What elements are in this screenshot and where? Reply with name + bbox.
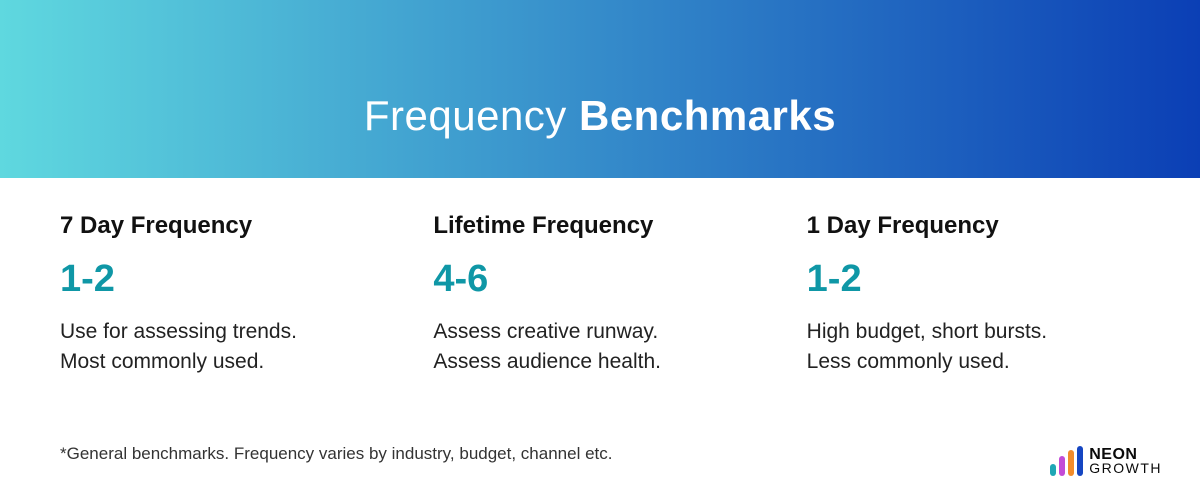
column-value: 1-2 bbox=[807, 258, 1140, 301]
column-value: 1-2 bbox=[60, 258, 393, 301]
column-description: Use for assessing trends.Most commonly u… bbox=[60, 317, 393, 378]
column-desc-line: High budget, short bursts. bbox=[807, 317, 1140, 347]
column-desc-line: Less commonly used. bbox=[807, 347, 1140, 377]
column-description: Assess creative runway.Assess audience h… bbox=[433, 317, 766, 378]
column-title: Lifetime Frequency bbox=[433, 212, 766, 240]
title-bold: Benchmarks bbox=[579, 92, 836, 139]
logo-bar bbox=[1068, 450, 1074, 476]
logo-text: NEON GROWTH bbox=[1089, 447, 1162, 475]
benchmark-column: 7 Day Frequency 1-2 Use for assessing tren… bbox=[60, 212, 393, 378]
benchmark-columns: 7 Day Frequency 1-2 Use for assessing tren… bbox=[0, 178, 1200, 378]
benchmark-column: 1 Day Frequency 1-2 High budget, short bur… bbox=[807, 212, 1140, 378]
column-value: 4-6 bbox=[433, 258, 766, 301]
column-desc-line: Use for assessing trends. bbox=[60, 317, 393, 347]
column-title: 1 Day Frequency bbox=[807, 212, 1140, 240]
page-title: Frequency Benchmarks bbox=[364, 92, 836, 140]
column-description: High budget, short bursts.Less commonly … bbox=[807, 317, 1140, 378]
benchmark-column: Lifetime Frequency 4-6 Assess creative run… bbox=[433, 212, 766, 378]
column-title: 7 Day Frequency bbox=[60, 212, 393, 240]
column-desc-line: Most commonly used. bbox=[60, 347, 393, 377]
title-light: Frequency bbox=[364, 92, 567, 139]
logo-bar bbox=[1059, 456, 1065, 476]
header-banner: Frequency Benchmarks bbox=[0, 0, 1200, 178]
footnote-text: *General benchmarks. Frequency varies by… bbox=[60, 444, 612, 464]
logo-bars-icon bbox=[1050, 446, 1083, 476]
column-desc-line: Assess audience health. bbox=[433, 347, 766, 377]
logo-text-bottom: GROWTH bbox=[1089, 462, 1162, 475]
logo-bar bbox=[1050, 464, 1056, 476]
logo-bar bbox=[1077, 446, 1083, 476]
brand-logo: NEON GROWTH bbox=[1050, 446, 1162, 476]
column-desc-line: Assess creative runway. bbox=[433, 317, 766, 347]
